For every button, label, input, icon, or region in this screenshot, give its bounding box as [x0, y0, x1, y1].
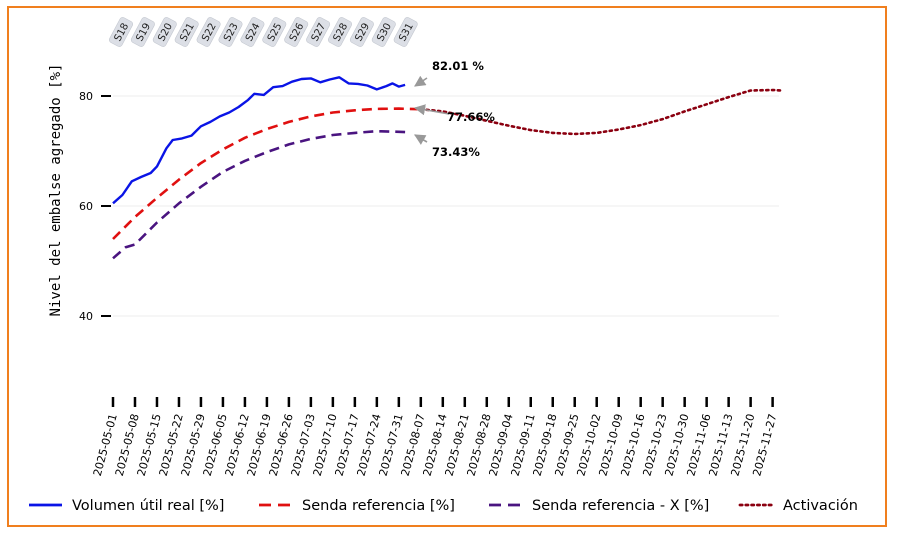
- legend-label: Volumen útil real [%]: [72, 498, 224, 514]
- week-label: S30: [371, 17, 396, 47]
- week-label-box: [262, 17, 287, 47]
- annotation-label: 82.01 %: [432, 59, 484, 73]
- y-tick-label: 60: [79, 200, 93, 213]
- legend-label: Senda referencia - X [%]: [532, 498, 709, 514]
- week-label-box: [109, 17, 133, 47]
- y-tick-label: 40: [79, 310, 93, 323]
- week-label-box: [393, 17, 418, 47]
- reservoir-level-chart: 4060802025-05-012025-05-082025-05-152025…: [29, 17, 858, 514]
- chart-frame: 40 60 80 2025-05-01 2025-05-08 2025-05-15 2025…: [7, 6, 887, 527]
- series-line-4: [419, 88, 784, 136]
- week-label: S29: [349, 17, 374, 47]
- week-label: S25: [262, 17, 287, 47]
- week-label: S19: [130, 17, 155, 47]
- week-label-box: [284, 17, 309, 47]
- week-label-box: [196, 17, 221, 47]
- week-label-box: [349, 17, 374, 47]
- week-label: S28: [328, 17, 352, 47]
- week-label-box: [152, 17, 177, 47]
- week-label-box: [371, 17, 396, 47]
- week-label: S27: [306, 17, 331, 47]
- week-label-box: [130, 17, 155, 47]
- week-label: S21: [174, 17, 199, 47]
- week-label-box: [174, 17, 199, 47]
- legend-label: Activación: [783, 498, 858, 514]
- week-label-box: [328, 17, 352, 47]
- week-label-box: [218, 17, 243, 47]
- legend-label: Senda referencia [%]: [302, 498, 455, 514]
- series-line-1: [112, 76, 406, 205]
- week-label: S18: [109, 17, 133, 47]
- week-label: S23: [218, 17, 243, 47]
- y-axis-label: Nivel del embalse agregado [%]: [48, 64, 64, 317]
- y-tick-label: 80: [79, 90, 93, 103]
- week-label-box: [306, 17, 331, 47]
- week-label: S20: [152, 17, 177, 47]
- series-line-2: [112, 107, 421, 240]
- week-label-box: [240, 17, 265, 47]
- week-label: S31: [393, 17, 418, 47]
- series-line-3: [112, 129, 406, 260]
- annotation-label: 77.66%: [447, 110, 495, 124]
- week-label: S22: [196, 17, 221, 47]
- annotation-label: 73.43%: [432, 145, 480, 159]
- annotation-arrow: [414, 75, 428, 87]
- annotation-arrow: [413, 104, 450, 116]
- week-label: S24: [240, 17, 265, 47]
- week-label: S26: [284, 17, 309, 47]
- annotation-arrow: [414, 134, 428, 145]
